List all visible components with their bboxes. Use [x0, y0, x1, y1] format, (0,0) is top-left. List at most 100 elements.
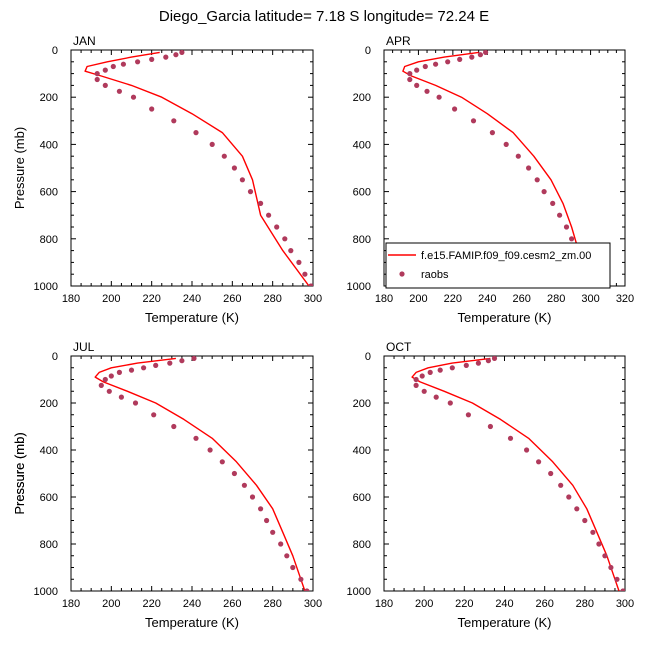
- raobs-point: [485, 358, 491, 364]
- raobs-point: [550, 200, 556, 206]
- raobs-point: [231, 470, 237, 477]
- x-axis-label: Temperature (K): [458, 310, 552, 325]
- raobs-point: [149, 106, 155, 112]
- y-tick-label: 600: [40, 492, 58, 504]
- legend-model-label: f.e15.FAMIP.f09_f09.cesm2_zm.00: [421, 250, 591, 262]
- y-tick-label: 800: [40, 539, 58, 551]
- panel-label: OCT: [386, 340, 412, 354]
- y-tick-label: 200: [40, 398, 58, 410]
- raobs-point: [274, 224, 280, 230]
- raobs-point: [304, 588, 310, 591]
- y-tick-label: 200: [353, 92, 371, 104]
- y-tick-label: 200: [40, 92, 58, 104]
- raobs-point: [489, 130, 495, 136]
- x-tick-label: 220: [444, 293, 462, 305]
- raobs-point: [483, 50, 489, 55]
- y-axis-label: Pressure (mb): [12, 432, 27, 514]
- x-tick-label: 240: [183, 293, 201, 305]
- x-tick-label: 300: [616, 598, 634, 610]
- raobs-point: [536, 459, 542, 465]
- raobs-point: [534, 177, 540, 183]
- raobs-point: [433, 394, 439, 400]
- raobs-point: [207, 447, 213, 453]
- raobs-point: [507, 435, 514, 441]
- x-tick-label: 320: [616, 293, 634, 305]
- x-axis-label: Temperature (K): [458, 615, 552, 630]
- raobs-point: [120, 61, 126, 67]
- raobs-point: [141, 365, 147, 371]
- raobs-point: [167, 360, 173, 366]
- raobs-point: [130, 94, 137, 100]
- y-tick-label: 600: [353, 492, 371, 504]
- raobs-point: [278, 541, 284, 547]
- plot-data: [94, 356, 310, 591]
- raobs-point: [422, 63, 428, 70]
- raobs-point: [102, 376, 108, 383]
- raobs-point: [449, 365, 455, 371]
- raobs-point: [171, 423, 177, 430]
- x-tick-label: 200: [102, 598, 120, 610]
- x-tick-label: 260: [223, 293, 241, 305]
- y-axis-label: Pressure (mb): [12, 127, 27, 209]
- raobs-point: [258, 506, 264, 512]
- legend-obs-swatch: [399, 271, 405, 277]
- y-tick-label: 800: [353, 539, 371, 551]
- raobs-point: [110, 63, 116, 70]
- x-tick-label: 200: [102, 293, 120, 305]
- raobs-point: [282, 236, 288, 242]
- raobs-point: [582, 517, 588, 524]
- x-tick-label: 300: [581, 293, 599, 305]
- x-tick-label: 180: [62, 293, 80, 305]
- raobs-point: [566, 494, 572, 500]
- x-tick-label: 220: [142, 598, 160, 610]
- legend-obs-label: raobs: [421, 269, 449, 281]
- raobs-point: [433, 61, 439, 67]
- raobs-point: [249, 494, 256, 500]
- panel-jul: 180 200 220 240 260 280 300 0 200 400 600 800 1000 JU…: [12, 340, 322, 630]
- raobs-point: [298, 576, 304, 582]
- raobs-point: [590, 529, 596, 535]
- raobs-point: [118, 394, 124, 400]
- raobs-point: [574, 506, 580, 512]
- raobs-point: [98, 382, 104, 388]
- x-tick-label: 300: [304, 598, 322, 610]
- panel-label: APR: [386, 34, 411, 48]
- raobs-point: [541, 189, 547, 195]
- raobs-point: [258, 200, 264, 206]
- y-axis-label: Pressure (mb): [12, 432, 27, 514]
- y-tick-label: 400: [40, 139, 58, 151]
- raobs-point: [94, 76, 100, 83]
- raobs-point: [620, 588, 625, 591]
- x-tick-label: 240: [478, 293, 496, 305]
- raobs-point: [548, 470, 554, 477]
- y-tick-label: 400: [353, 139, 371, 151]
- panel-jan: 180 200 220 240 260 280 300 0 200 400 600 800 1000 JA…: [12, 34, 322, 325]
- y-tick-label: 1000: [347, 281, 371, 293]
- raobs-point: [221, 153, 227, 159]
- panel-label: JUL: [73, 340, 95, 354]
- raobs-point: [503, 141, 509, 147]
- model-line: [84, 51, 310, 286]
- x-tick-label: 260: [223, 598, 241, 610]
- y-tick-label: 0: [52, 45, 58, 57]
- y-tick-label: 1000: [34, 586, 58, 598]
- raobs-point: [151, 412, 157, 418]
- raobs-point: [477, 52, 483, 58]
- raobs-point: [470, 118, 477, 124]
- x-tick-label: 240: [183, 598, 201, 610]
- raobs-point: [128, 367, 135, 373]
- raobs-point: [284, 553, 290, 559]
- raobs-point: [231, 165, 237, 171]
- x-tick-label: 220: [455, 598, 473, 610]
- raobs-point: [421, 388, 427, 394]
- x-tick-label: 260: [535, 598, 553, 610]
- raobs-point: [465, 412, 471, 418]
- raobs-point: [407, 71, 413, 77]
- plot-data: [411, 356, 625, 591]
- x-tick-label: 220: [142, 293, 160, 305]
- raobs-point: [163, 54, 169, 60]
- raobs-point: [102, 82, 108, 88]
- model-line: [402, 51, 590, 286]
- raobs-point: [558, 482, 564, 488]
- x-tick-label: 200: [409, 293, 427, 305]
